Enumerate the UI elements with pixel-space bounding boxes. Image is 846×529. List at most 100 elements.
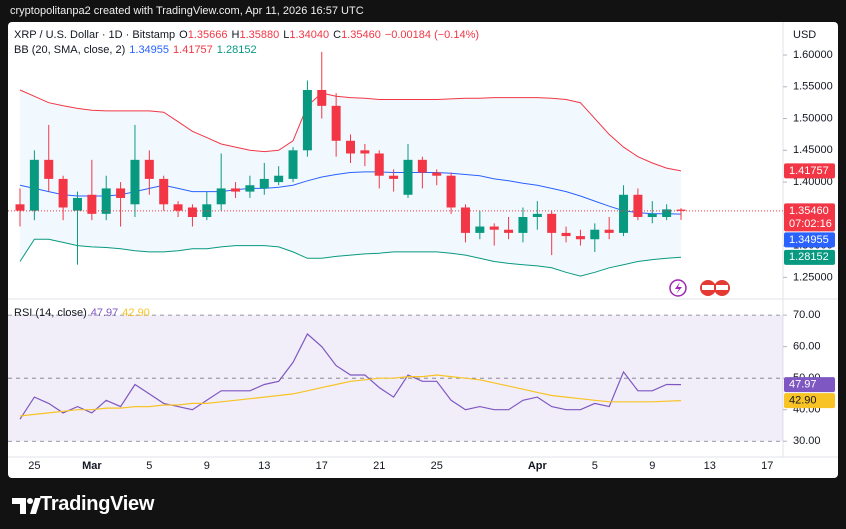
y-tick-label: 30.00 [793,435,821,447]
x-tick-label: 13 [258,460,270,472]
price-tag-label: 1.41757 [789,165,829,177]
brand: TradingView [40,493,155,515]
bb-value: 1.28152 [216,44,257,56]
ohlc-key: O [179,29,188,41]
candle-body [44,159,54,179]
x-tick-label: 17 [761,460,773,472]
x-tick-label: 5 [146,460,152,472]
change: −0.00184 (−0.14%) [384,29,480,41]
candle-body [29,159,39,211]
rsi-tag-label: 47.97 [789,378,817,390]
bb-legend: BB (20, SMA, close, 2) 1.34955 1.41757 1.28… [14,44,261,56]
rsi-line [19,374,682,417]
candle-body [288,150,298,179]
candle-body [101,188,111,214]
ohlc-key: H [231,29,240,41]
candle-body [547,213,557,233]
symbol-legend: XRP / U.S. Dollar · 1D · Bitstamp O1.3566… [14,29,483,41]
candle-body [647,213,657,218]
bb-line [19,238,682,277]
y-tick-label: 1.60000 [793,49,833,61]
candle-body [360,150,370,154]
candle-body [216,188,226,205]
logo-part [12,498,26,514]
candle-body [561,232,571,237]
symbol: XRP / U.S. Dollar · 1D · Bitstamp [14,29,176,41]
ohlc-key: C [333,29,342,41]
price-tag [784,249,835,265]
x-tick-label: 9 [204,460,210,472]
candle-body [619,194,629,233]
candle-body [575,236,585,240]
currency: USD [793,29,816,41]
candle-body [173,204,183,211]
candle-body [662,209,672,218]
candle-body [116,188,126,198]
bb-value: 1.41757 [173,44,213,56]
candle-body [58,178,68,208]
rsi-tag-label: 42.90 [789,394,817,406]
price-tag-label: 1.28152 [789,251,829,263]
y-tick-label: 1.25000 [793,271,833,283]
logo-icon [12,498,41,514]
indicator-name: RSI (14, close) [14,307,87,319]
candle-body [15,204,25,211]
price-tag-label: 1.35460 [789,205,829,217]
x-tick-label: 17 [316,460,328,472]
chart-panel [8,22,838,478]
bb-line [19,89,682,172]
candle-body [489,226,499,230]
candle-body [187,207,197,218]
candle-body [518,217,528,233]
x-tick-label: Apr [528,460,548,472]
candle-body [245,185,255,192]
rsi-legend: RSI (14, close) 47.97 42.90 [14,307,154,319]
x-tick-label: 21 [373,460,385,472]
candle-body [403,159,413,195]
icon-bolt [675,282,682,294]
y-tick-label: 1.40000 [793,176,833,188]
x-tick-label: 9 [649,460,655,472]
y-tick-label: 1.55000 [793,81,833,93]
y-tick-label: 70.00 [793,309,821,321]
bb-value: 1.34955 [129,44,170,56]
ohlc-key: L [283,29,290,41]
y-tick-label: 1.45000 [793,144,833,156]
candle-body [130,159,140,205]
rsi-tag [784,393,835,409]
candle-body [633,194,643,218]
candle-body [317,89,327,106]
candle-body [432,172,442,176]
price-tag [784,203,835,232]
rsi-value: 47.97 [90,307,119,319]
icon-flag-stripe [702,285,714,290]
candle-body [417,159,427,173]
candle-body [475,226,485,233]
x-tick-label: 25 [28,460,40,472]
icon-flag-stripe [716,285,728,290]
ohlc-value: 1.35460 [341,29,381,41]
candle-body [72,197,82,211]
x-tick-label: 25 [431,460,443,472]
candle-body [144,159,154,179]
x-tick-label: 13 [704,460,716,472]
price-tag [784,163,835,179]
candle-body [302,89,312,151]
rsi-value: 42.90 [122,307,150,319]
rsi-line [19,333,682,420]
ohlc-value: 1.35666 [187,29,228,41]
candle-body [231,188,241,192]
logo-part [30,498,41,514]
candle-body [604,229,614,233]
candle-body [159,178,169,205]
ohlc-value: 1.35880 [239,29,280,41]
candle-body [460,207,470,233]
candle-body [259,178,269,189]
candle-body [590,229,600,240]
band-fill [20,89,682,277]
candle-body [374,153,384,176]
indicator-name: BB (20, SMA, close, 2) [14,44,126,56]
rsi-tag [784,377,835,393]
caption: cryptopolitanpa2 created with TradingVie… [10,5,364,17]
